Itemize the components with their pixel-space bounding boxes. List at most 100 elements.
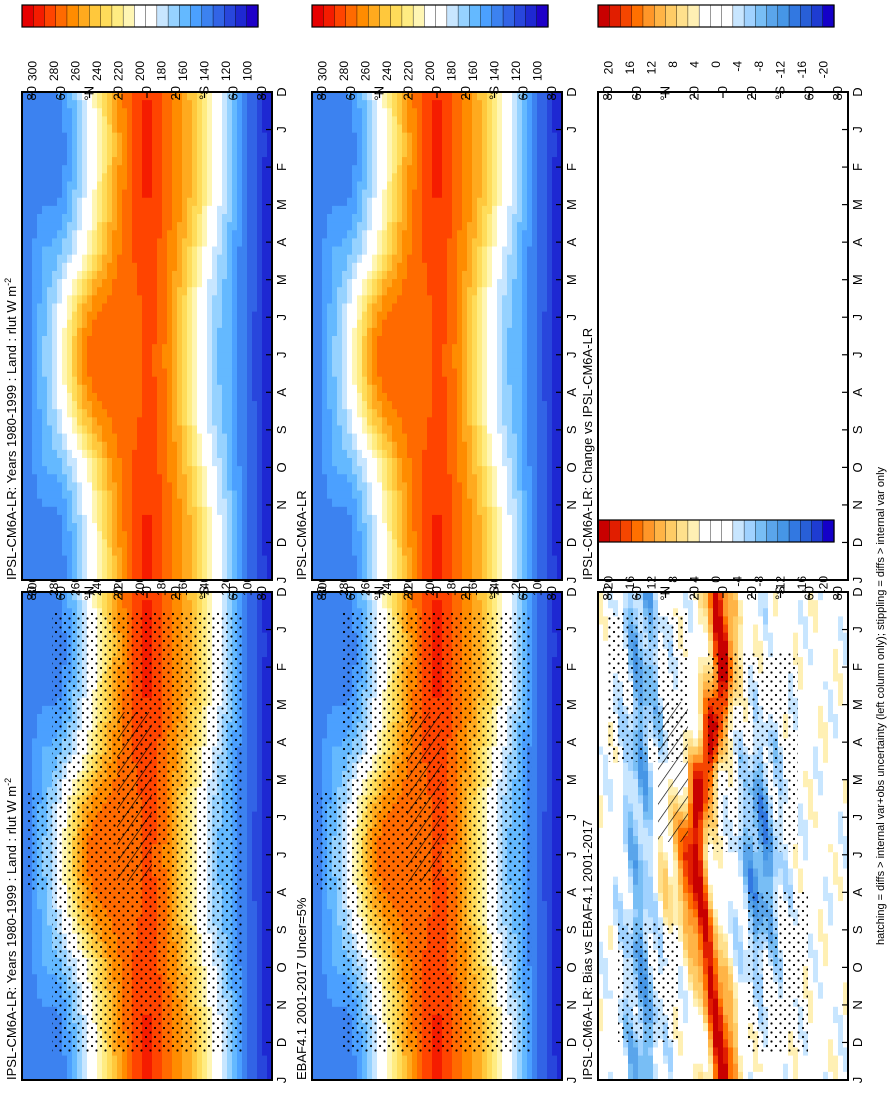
heat-cell (242, 1006, 248, 1016)
heat-cell (147, 600, 153, 609)
heat-cell (67, 246, 73, 256)
heat-cell (177, 425, 183, 435)
heat-cell (52, 482, 58, 492)
heat-cell (157, 417, 163, 427)
heat-cell (257, 730, 263, 739)
heat-cell (117, 189, 123, 199)
heat-cell (52, 165, 58, 174)
heat-cell (32, 648, 38, 658)
heat-cell (157, 490, 163, 500)
heat-cell (167, 254, 173, 264)
heat-cell (67, 409, 73, 418)
heat-cell (267, 632, 273, 642)
heat-cell (172, 262, 178, 272)
heat-cell (102, 140, 108, 150)
heat-cell (142, 376, 148, 386)
heat-cell (37, 901, 43, 910)
heat-cell (87, 441, 93, 451)
heat-cell (132, 384, 138, 394)
month-tick-label: M (274, 699, 289, 710)
heat-cell (112, 490, 118, 500)
heat-cell (162, 100, 168, 109)
heat-cell (142, 230, 148, 239)
heat-cell (22, 770, 28, 780)
heat-cell (242, 917, 248, 927)
heat-cell (147, 352, 153, 361)
heat-cell (37, 148, 43, 158)
heat-cell (27, 173, 33, 183)
heat-cell (97, 433, 103, 443)
heat-cell (67, 197, 73, 207)
heat-cell (142, 523, 148, 532)
heat-cell (267, 868, 273, 878)
heat-cell (152, 319, 158, 329)
heat-cell (47, 417, 53, 427)
heat-cell (42, 449, 48, 459)
heat-cell (242, 746, 248, 756)
heat-cell (142, 254, 148, 264)
heat-cell (52, 238, 58, 248)
heat-cell (97, 555, 103, 565)
heat-cell (177, 433, 183, 443)
heat-cell (102, 384, 108, 394)
heat-cell (67, 336, 73, 345)
heat-cell (247, 624, 253, 634)
heat-cell (152, 279, 158, 288)
heat-cell (37, 600, 43, 609)
heat-cell (112, 157, 118, 166)
heat-cell (42, 640, 48, 650)
heat-cell (197, 1055, 203, 1065)
heat-cell (132, 262, 138, 272)
heat-cell (67, 458, 73, 467)
heat-cell (57, 132, 63, 142)
heat-cell (112, 368, 118, 378)
heat-cell (97, 360, 103, 370)
heat-cell (42, 1031, 48, 1040)
heat-cell (262, 689, 268, 699)
heat-cell (262, 714, 268, 723)
heat-cell (42, 352, 48, 361)
heat-cell (47, 958, 53, 967)
heat-cell (92, 230, 98, 239)
heat-cell (57, 116, 63, 126)
heat-cell (87, 571, 93, 581)
heat-cell (177, 466, 183, 475)
heat-cell (242, 966, 248, 975)
heat-cell (47, 108, 53, 117)
heat-cell (57, 270, 63, 280)
heat-cell (22, 1023, 28, 1032)
heat-cell (157, 555, 163, 565)
heat-cell (132, 327, 138, 337)
heat-cell (82, 92, 88, 101)
heat-cell (122, 466, 128, 475)
heat-cell (67, 401, 73, 410)
heat-cell (87, 523, 93, 532)
heat-cell (247, 803, 253, 813)
heat-cell (122, 409, 128, 418)
heat-cell (162, 425, 168, 435)
heat-cell (52, 279, 58, 288)
heat-cell (162, 319, 168, 329)
heat-cell (177, 392, 183, 402)
heat-cell (247, 795, 253, 805)
heat-cell (162, 336, 168, 345)
heat-cell (92, 531, 98, 540)
heat-cell (62, 132, 68, 142)
heat-cell (22, 852, 28, 861)
heat-cell (247, 982, 253, 992)
heat-cell (267, 616, 273, 626)
heat-cell (92, 287, 98, 296)
heat-cell (92, 466, 98, 475)
heat-cell (32, 197, 38, 207)
heat-cell (27, 1055, 33, 1065)
heat-cell (37, 966, 43, 975)
heat-cell (37, 648, 43, 658)
heat-cell (177, 205, 183, 215)
heat-cell (122, 474, 128, 483)
heat-cell (82, 189, 88, 199)
heat-cell (32, 657, 38, 666)
heat-cell (32, 506, 38, 516)
heat-cell (77, 279, 83, 288)
heat-cell (62, 531, 68, 540)
heat-cell (117, 262, 123, 272)
